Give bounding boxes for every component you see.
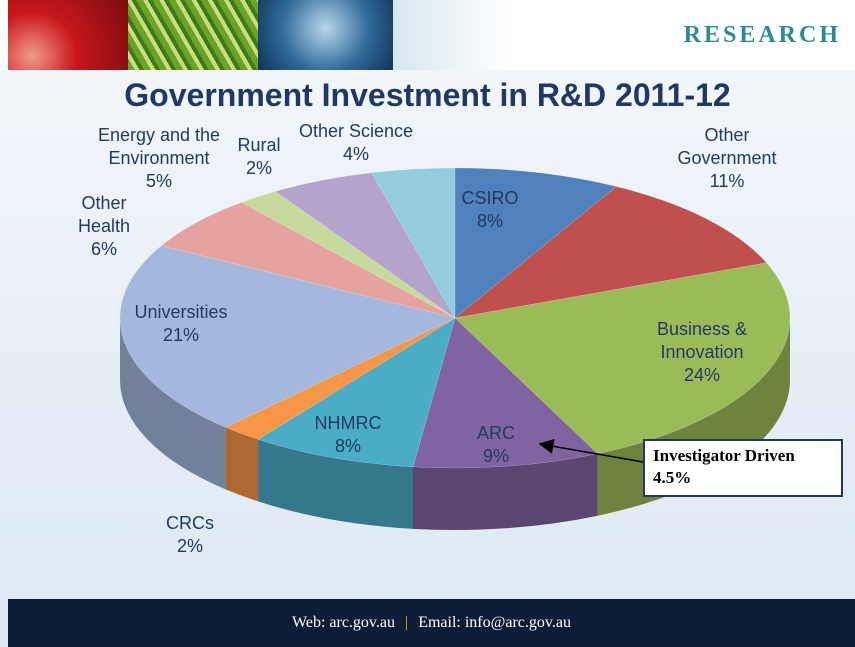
slice	[454, 167, 617, 319]
slice	[225, 317, 456, 440]
value-label: 11%	[709, 171, 745, 191]
slice-label: Universities	[134, 302, 228, 322]
value-label: 9%	[482, 446, 510, 466]
slice	[454, 186, 767, 319]
slice-label: CRCs	[166, 513, 214, 533]
footer-web: Web: arc.gov.au	[292, 614, 395, 631]
chart-title: Government Investment in R&D 2011-12	[124, 77, 731, 113]
slice-label: Other Health	[77, 193, 131, 236]
slice	[454, 262, 791, 454]
footer-email: Email: info@arc.gov.au	[418, 614, 571, 631]
slice	[160, 202, 456, 319]
banner-image	[393, 0, 513, 70]
slice-label: Energy and the Environment	[97, 125, 221, 168]
slice-side	[258, 439, 414, 529]
banner-image	[8, 0, 128, 70]
value-label: 2%	[245, 158, 273, 178]
slice	[371, 167, 456, 319]
annotation-text: Investigator Driven	[653, 446, 795, 465]
footer: Web: arc.gov.au | Email: info@arc.gov.au	[8, 599, 855, 647]
slice-label: ARC	[476, 423, 515, 443]
slice-side	[413, 453, 598, 530]
slice-side	[120, 318, 226, 490]
slice	[257, 317, 456, 468]
value-label: 21%	[162, 325, 200, 345]
value-label: 8%	[334, 436, 362, 456]
annotation: Investigator Driven 4.5%	[643, 439, 843, 497]
value-label: 6%	[90, 239, 118, 259]
annotation-arrow	[538, 438, 644, 463]
annotation-value: 4.5%	[653, 468, 692, 487]
slice-label: Rural	[237, 135, 281, 155]
value-label: 4%	[342, 144, 370, 164]
header-label: RESEARCH	[683, 22, 841, 48]
value-label: 8%	[476, 211, 504, 231]
slice-label: NHMRC	[314, 413, 382, 433]
banner-image	[128, 0, 258, 70]
banner: RESEARCH	[0, 0, 855, 70]
footer-separator: |	[405, 614, 409, 631]
slice-label: Business & Innovation	[656, 319, 748, 362]
slice	[119, 245, 456, 428]
slice-label: CSIRO	[461, 188, 519, 208]
banner-image	[258, 0, 393, 70]
value-label: 24%	[683, 365, 721, 385]
slice-label: Other Science	[298, 121, 414, 141]
slice-label: Other Government	[677, 125, 777, 168]
slice	[412, 317, 599, 469]
slice	[240, 191, 456, 319]
value-label: 5%	[145, 171, 173, 191]
slice	[274, 172, 456, 319]
slice-side	[225, 427, 259, 502]
value-label: 2%	[176, 536, 204, 556]
